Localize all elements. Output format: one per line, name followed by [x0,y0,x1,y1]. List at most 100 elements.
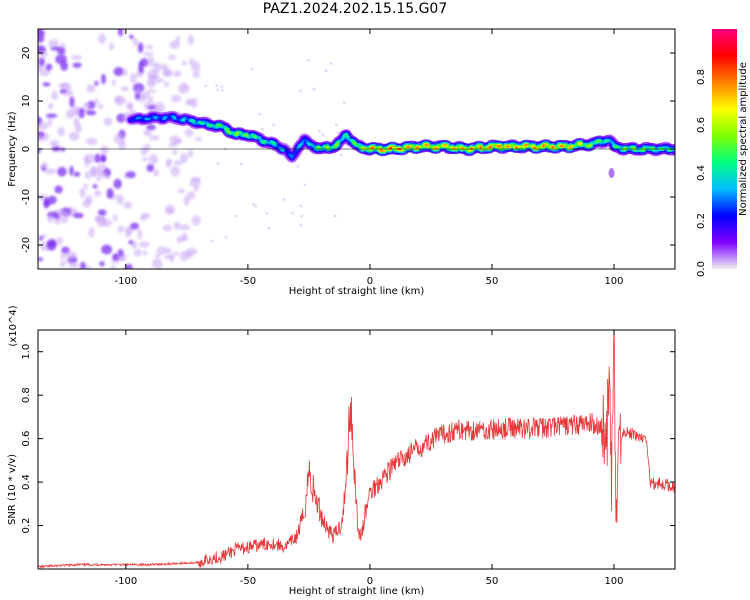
colorbar-tick-label: 0.2 [696,213,707,229]
noise-blob [165,204,175,215]
noise-blob [82,102,92,109]
noise-blob [339,153,343,157]
snr-x-label: Height of straight line (km) [289,586,425,597]
noise-blob [258,112,262,116]
snr-y-ticks: 0.2 0.4 0.6 0.8 1.0 [21,344,675,534]
noise-blob [125,171,136,179]
noise-blob [300,214,304,218]
noise-blob [84,156,89,168]
noise-blob [134,92,141,100]
noise-blob [59,261,66,268]
y-tick-label: 10 [21,95,32,108]
noise-blob [86,110,97,116]
noise-blob [88,227,95,238]
noise-blob [220,85,224,89]
x-tick-label: 0 [367,576,373,587]
snr-series-line [38,330,675,569]
colorbar-tick-label: 0.4 [696,165,707,181]
noise-blob [173,70,182,78]
spectrogram-y-label: Frequency (Hz) [7,111,18,187]
noise-blob [85,137,98,146]
noise-blob [40,162,48,170]
colorbar: 0.0 0.2 0.4 0.6 0.8 Normalized spectral ampl… [696,29,749,277]
noise-blob [73,117,80,127]
x-tick-label: 50 [486,576,499,587]
noise-blob [57,126,66,137]
noise-blob [116,194,124,205]
noise-blob [129,34,134,40]
noise-blob [170,165,181,177]
noise-blob [38,235,44,241]
spectrogram-y-ticks: -20 -10 0 10 20 [21,47,675,253]
noise-blob [321,133,325,137]
spectrogram-noise-blobs [38,29,346,269]
noise-blob [324,68,328,72]
noise-blob [123,68,128,77]
noise-blob [80,261,86,269]
noise-blob [53,216,63,225]
noise-blob [204,84,208,88]
noise-blob [190,61,201,72]
noise-blob [99,261,105,267]
noise-blob [101,73,106,85]
noise-blob [68,131,80,141]
noise-blob [147,56,155,67]
noise-blob [210,239,214,243]
noise-blob [69,165,74,176]
x-tick-label: 100 [604,576,623,587]
y-tick-label: 0.6 [21,431,32,447]
noise-blob [58,82,70,89]
noise-blob [187,34,194,46]
colorbar-label: Normalized spectral amplitude [738,62,749,216]
noise-blob [254,204,258,208]
noise-blob [72,62,82,68]
noise-blob [139,241,150,248]
noise-blob [117,249,124,257]
x-tick-label: -50 [240,576,256,587]
noise-blob [173,160,183,166]
noise-blob [240,162,244,166]
noise-blob [94,153,101,164]
noise-blob [191,98,198,109]
noise-blob [94,80,99,86]
noise-blob [162,224,172,232]
ridge-segment [305,139,310,143]
noise-blob [140,147,148,156]
noise-blob [110,264,116,269]
noise-blob [272,123,276,127]
noise-blob [47,214,53,224]
snr-background [38,330,675,569]
noise-blob [267,226,271,230]
colorbar-ticks: 0.0 0.2 0.4 0.6 0.8 [696,69,707,277]
ridge-segment [224,127,229,131]
noise-blob [57,47,66,55]
noise-blob [148,153,159,165]
noise-blob [38,148,42,154]
snr-panel: -100 -50 0 50 100 0.2 0.4 0.6 0.8 1.0 Height of … [7,305,676,597]
noise-blob [111,79,116,86]
noise-blob [38,121,49,130]
noise-blob [282,197,286,201]
ridge-segment [295,148,300,153]
y-tick-label: 0.2 [21,518,32,534]
noise-blob [173,139,183,144]
noise-blob [342,101,346,105]
noise-blob [260,127,264,131]
noise-blob [147,96,154,102]
noise-blob [220,88,224,92]
noise-blob [82,199,92,208]
noise-blob [216,162,220,166]
noise-blob [306,58,310,62]
noise-blob [86,84,96,93]
noise-blob [250,67,254,71]
noise-blob [149,135,160,141]
noise-blob [83,183,89,190]
noise-blob [181,60,187,66]
noise-blob [137,42,144,54]
noise-blob [141,157,149,162]
noise-blob [48,38,59,48]
noise-blob [69,96,75,108]
x-tick-label: -100 [115,276,138,287]
noise-blob [165,159,171,169]
noise-blob [143,51,154,57]
